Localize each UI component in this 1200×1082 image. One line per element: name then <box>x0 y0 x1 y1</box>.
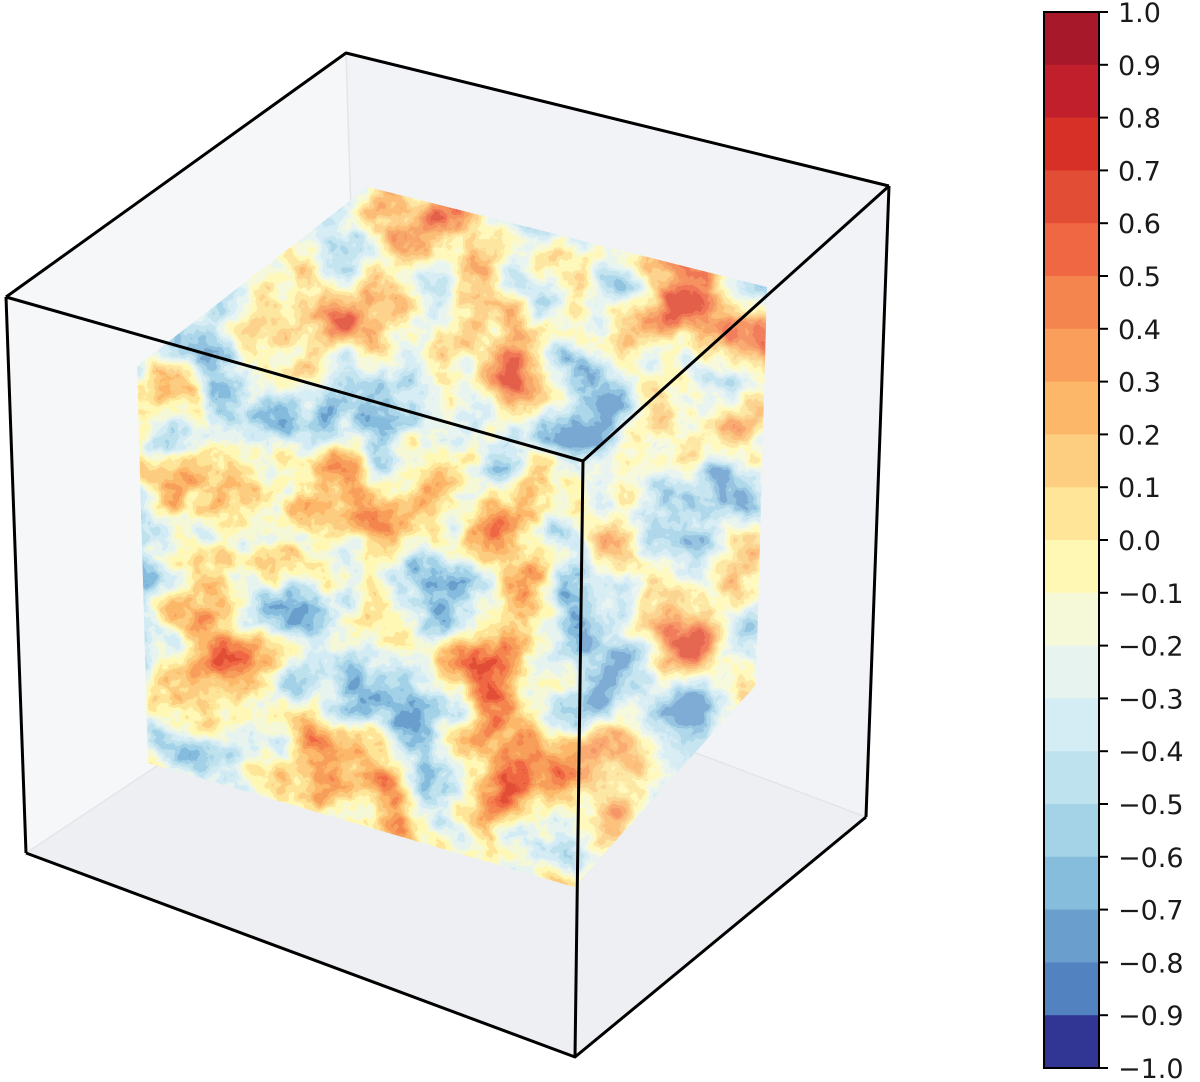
colorbar-band <box>1044 276 1099 330</box>
colorbar-tick-label: 0.2 <box>1118 420 1161 451</box>
colorbar-band <box>1044 751 1099 805</box>
colorbar-tick-label: −0.8 <box>1118 948 1184 979</box>
colorbar-tick-label: −0.1 <box>1118 579 1184 610</box>
colorbar-band <box>1044 698 1099 752</box>
colorbar-tick-label: −0.6 <box>1118 843 1184 874</box>
box-edge-top-back <box>5 51 890 299</box>
colorbar-tick-label: 0.0 <box>1118 526 1161 557</box>
colorbar-tick-label: 0.8 <box>1118 104 1161 135</box>
colorbar-bands <box>1044 12 1099 1069</box>
colorbar-band <box>1044 223 1099 277</box>
colorbar-band <box>1044 170 1099 224</box>
colorbar-tick-label: −0.9 <box>1118 1001 1184 1032</box>
colorbar-band <box>1044 540 1099 594</box>
colorbar-tick-label: −0.4 <box>1118 737 1184 768</box>
colorbar-band <box>1044 962 1099 1016</box>
colorbar-band <box>1044 12 1099 66</box>
colorbar-tick-label: −1.0 <box>1118 1054 1184 1082</box>
axes-box-front <box>4 51 891 1059</box>
box-edge-right-vertical <box>864 185 891 818</box>
colorbar-ticks: 1.0 0.9 0.8 0.7 0.6 0.5 0.4 0.3 0.2 0.1 0.0 −0.1 −0.… <box>1099 0 1184 1082</box>
colorbar-band <box>1044 909 1099 963</box>
colorbar-tick-label: −0.2 <box>1118 632 1184 663</box>
colorbar-band <box>1044 487 1099 541</box>
colorbar-band <box>1044 856 1099 911</box>
colorbar-tick-label: 0.5 <box>1118 262 1161 293</box>
colorbar-tick-label: −0.5 <box>1118 790 1184 821</box>
colorbar-tick-label: 0.3 <box>1118 368 1161 399</box>
colorbar-tick-label: 0.4 <box>1118 315 1161 346</box>
colorbar-band <box>1044 804 1099 858</box>
colorbar-band <box>1044 381 1099 435</box>
colorbar-tick-label: −0.3 <box>1118 684 1184 715</box>
colorbar-band <box>1044 645 1099 699</box>
colorbar-tick-label: 0.1 <box>1118 473 1161 504</box>
box-edge-front-vertical <box>573 460 585 1058</box>
box-edge-left-vertical <box>4 296 28 854</box>
colorbar-band <box>1044 64 1099 119</box>
colorbar-tick-label: −0.7 <box>1118 896 1184 927</box>
colorbar-band <box>1044 1015 1099 1069</box>
colorbar-band <box>1044 434 1099 488</box>
colorbar-band <box>1044 328 1099 383</box>
colorbar-band <box>1044 117 1099 171</box>
colorbar-tick-label: 0.6 <box>1118 209 1161 240</box>
colorbar-tick-label: 0.9 <box>1118 51 1161 82</box>
colorbar-tick-label: 1.0 <box>1118 0 1161 29</box>
colorbar-tick-label: 0.7 <box>1118 156 1161 187</box>
colorbar: 1.0 0.9 0.8 0.7 0.6 0.5 0.4 0.3 0.2 0.1 0.0 −0.1 −0.… <box>1043 0 1184 1082</box>
colorbar-band <box>1044 592 1099 647</box>
box-edge-bottom <box>25 815 867 1059</box>
